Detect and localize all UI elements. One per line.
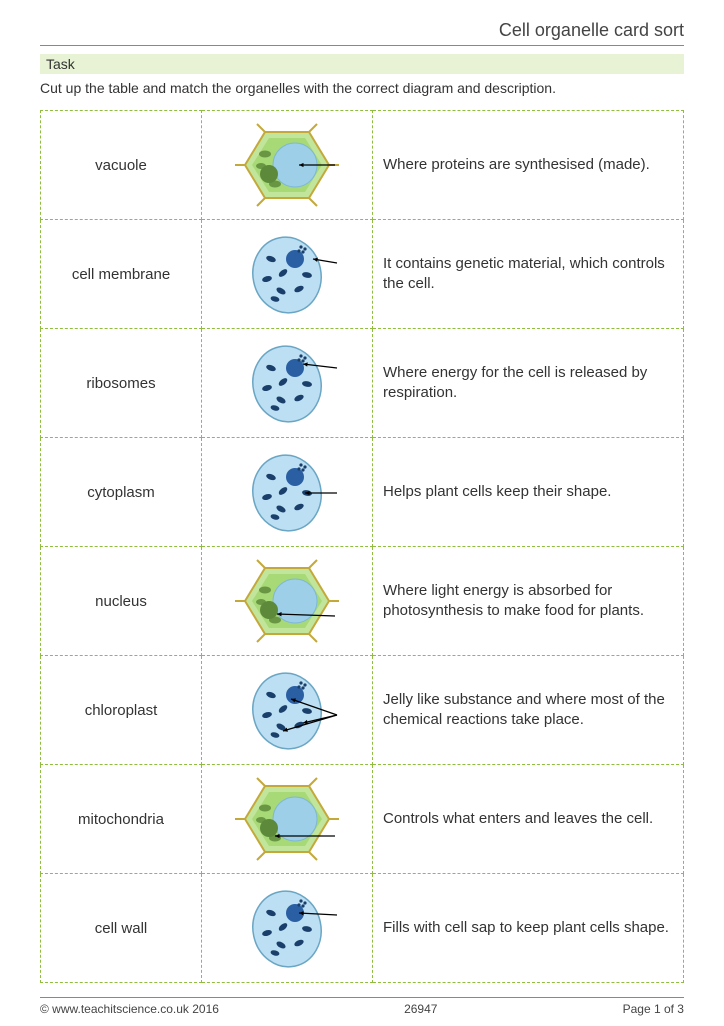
worksheet-page: Cell organelle card sort Task Cut up the… <box>0 0 724 1026</box>
organelle-description-cell: Where light energy is absorbed for photo… <box>373 547 684 656</box>
organelle-diagram-cell <box>202 547 373 656</box>
organelle-diagram-cell <box>202 220 373 329</box>
title-rule <box>40 45 684 46</box>
table-row: cell membrane It contains genetic materi… <box>41 220 684 329</box>
organelle-name-cell: chloroplast <box>41 656 202 765</box>
task-label: Task <box>40 54 684 74</box>
organelle-name-cell: cell wall <box>41 874 202 983</box>
organelle-description-cell: Fills with cell sap to keep plant cells … <box>373 874 684 983</box>
organelle-description-cell: Where proteins are synthesised (made). <box>373 111 684 220</box>
organelle-name-cell: mitochondria <box>41 765 202 874</box>
organelle-diagram-cell <box>202 874 373 983</box>
table-row: vacuole Where proteins are synthesised (… <box>41 111 684 220</box>
organelle-name-cell: vacuole <box>41 111 202 220</box>
organelle-description-cell: Where energy for the cell is released by… <box>373 329 684 438</box>
organelle-description-cell: Helps plant cells keep their shape. <box>373 438 684 547</box>
organelle-diagram-cell <box>202 329 373 438</box>
organelle-name-cell: nucleus <box>41 547 202 656</box>
page-footer: © www.teachitscience.co.uk 2016 26947 Pa… <box>40 997 684 1016</box>
organelle-table: vacuole Where proteins are synthesised (… <box>40 110 684 983</box>
table-row: cell wall Fills with cell sap to keep pl… <box>41 874 684 983</box>
footer-copyright: © www.teachitscience.co.uk 2016 <box>40 1002 219 1016</box>
table-row: cytoplasm Helps plant cells keep their s… <box>41 438 684 547</box>
table-row: nucleus Where light energy is absorbed f… <box>41 547 684 656</box>
organelle-diagram-cell <box>202 765 373 874</box>
table-row: chloroplast Jelly like substance and whe… <box>41 656 684 765</box>
organelle-diagram-cell <box>202 111 373 220</box>
task-instruction: Cut up the table and match the organelle… <box>40 80 684 96</box>
table-row: mitochondria Controls what enters and le… <box>41 765 684 874</box>
organelle-name-cell: cell membrane <box>41 220 202 329</box>
organelle-description-cell: Jelly like substance and where most of t… <box>373 656 684 765</box>
organelle-diagram-cell <box>202 656 373 765</box>
footer-page-info: Page 1 of 3 <box>623 1002 684 1016</box>
page-title: Cell organelle card sort <box>40 20 684 41</box>
organelle-table-body: vacuole Where proteins are synthesised (… <box>41 111 684 983</box>
organelle-name-cell: cytoplasm <box>41 438 202 547</box>
organelle-description-cell: Controls what enters and leaves the cell… <box>373 765 684 874</box>
table-row: ribosomes Where energy for the cell is r… <box>41 329 684 438</box>
footer-doc-id: 26947 <box>404 1002 437 1016</box>
organelle-diagram-cell <box>202 438 373 547</box>
organelle-description-cell: It contains genetic material, which cont… <box>373 220 684 329</box>
organelle-name-cell: ribosomes <box>41 329 202 438</box>
